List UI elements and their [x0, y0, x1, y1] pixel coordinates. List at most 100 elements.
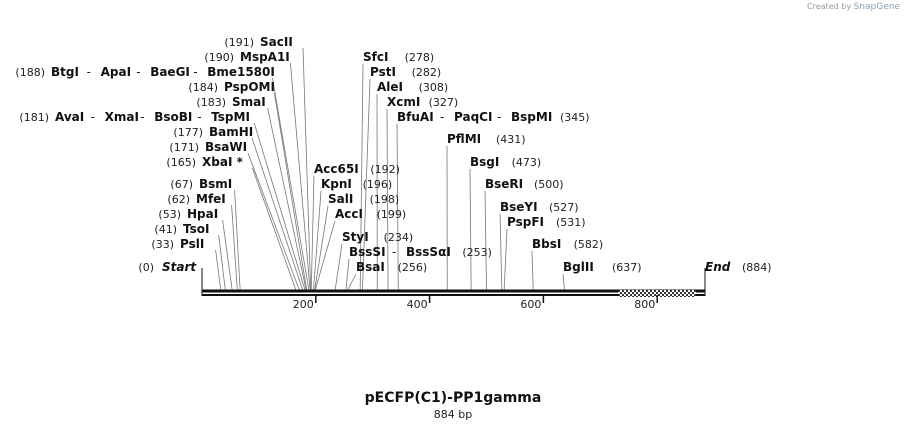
start-position: (0)	[138, 261, 154, 274]
cut-position-acc65i: (192)	[370, 163, 400, 176]
leader-bseyi	[499, 213, 503, 291]
leader-bseri	[484, 190, 487, 291]
leader-bamhi	[251, 137, 304, 291]
cut-position-xcmi: (327)	[429, 96, 459, 109]
cut-position-smai: (183)	[196, 96, 226, 109]
cut-position-pflmi: (431)	[496, 133, 526, 146]
separator: -	[140, 110, 144, 124]
cut-position-alei: (308)	[419, 81, 449, 94]
leader-acc65i	[310, 175, 315, 291]
leader-bbsi	[531, 250, 534, 291]
enzyme-pflmi: PflMI	[447, 132, 481, 146]
enzyme-bfuai: BfuAI	[397, 110, 434, 124]
tick-label-600: 600	[520, 298, 541, 311]
map-title: pECFP(C1)-PP1gamma	[364, 390, 542, 406]
enzyme-apai: ApaI	[101, 65, 131, 79]
cut-position-hpai: (53)	[158, 208, 181, 221]
leader-hpai	[222, 219, 233, 291]
cut-position-bsssi: (253)	[462, 246, 492, 259]
enzyme-psti: PstI	[370, 65, 396, 79]
restriction-map: 200 400 600 800 (0) Start End (884)(191) SacII(…	[15, 35, 771, 311]
cut-position-bseyi: (527)	[549, 201, 579, 214]
snapgene-credit: Created by SnapGene	[807, 2, 900, 12]
leader-xbai	[252, 167, 297, 291]
cut-position-kpni: (196)	[363, 178, 393, 191]
cut-position-xbai: (165)	[166, 156, 196, 169]
enzyme-bspmi: BspMI	[511, 110, 552, 124]
separator: -	[136, 65, 140, 79]
enzyme-bsai: BsaI	[356, 260, 385, 274]
enzyme-sacii: SacII	[260, 35, 293, 49]
enzyme-bseri: BseRI	[485, 177, 523, 191]
cut-position-psli: (33)	[151, 238, 174, 251]
cut-position-bsgi: (473)	[512, 156, 542, 169]
enzyme-mspa1i: MspA1I	[240, 50, 290, 64]
leader-btgi	[272, 77, 310, 291]
enzyme-acci: AccI	[335, 207, 363, 221]
tick-label-800: 800	[634, 298, 655, 311]
start-label: Start	[162, 260, 197, 274]
enzyme-pspfi: PspFI	[507, 215, 544, 229]
cut-position-bbsi: (582)	[574, 238, 604, 251]
enzyme-bbsi: BbsI	[532, 237, 561, 251]
enzyme-sfci: SfcI	[363, 50, 388, 64]
leader-tsoi	[218, 234, 226, 291]
leader-bsmi	[234, 189, 241, 291]
enzyme-bsmi: BsmI	[199, 177, 232, 191]
enzyme-labels: (0) Start End (884) (191) SacII (190) MspA1I (18…	[15, 35, 771, 274]
enzyme-bsssi: BssSI	[349, 245, 386, 259]
cut-position-pspomi: (184)	[188, 81, 218, 94]
enzyme-avai: AvaI	[55, 110, 84, 124]
leader-psli	[215, 249, 222, 291]
enzyme-acc65i: Acc65I	[314, 162, 359, 176]
enzyme-bsobi: BsoBI	[154, 110, 192, 124]
cut-position-mspa1i: (190)	[204, 51, 234, 64]
enzyme-bsawi: BsaWI	[205, 140, 247, 154]
cut-position-bsawi: (171)	[169, 141, 199, 154]
leader-sali	[314, 205, 329, 291]
cut-position-bglii: (637)	[612, 261, 642, 274]
leader-mfei	[231, 204, 238, 291]
enzyme-alei: AleI	[377, 80, 403, 94]
leader-bsssi	[345, 258, 350, 291]
enzyme-kpni: KpnI	[321, 177, 352, 191]
credit-prefix: Created by	[807, 2, 852, 11]
leader-styi	[334, 243, 343, 291]
separator: -	[392, 245, 396, 259]
leader-acci	[314, 220, 336, 291]
dna-backbone: 200 400 600 800	[201, 268, 706, 311]
cut-position-bamhi: (177)	[173, 126, 203, 139]
cut-position-bfuai: (345)	[560, 111, 590, 124]
cut-position-sacii: (191)	[224, 36, 254, 49]
leader-psti	[362, 78, 371, 291]
enzyme-tsoi: TsoI	[183, 222, 209, 236]
enzyme-baegi: BaeGI	[150, 65, 190, 79]
cut-position-styi: (234)	[384, 231, 414, 244]
separator: -	[87, 65, 91, 79]
enzyme-bsgi: BsgI	[470, 155, 499, 169]
tick-label-400: 400	[407, 298, 428, 311]
leader-pspfi	[503, 228, 508, 291]
enzyme-psli: PslI	[180, 237, 204, 251]
separator: -	[440, 110, 444, 124]
enzyme-pspomi: PspOMI	[224, 80, 275, 94]
leader-bfuai	[396, 123, 399, 291]
enzyme-mfei: MfeI	[196, 192, 226, 206]
enzyme-bamhi: BamHI	[209, 125, 253, 139]
cut-position-acci: (199)	[377, 208, 407, 221]
enzyme-smai: SmaI	[232, 95, 266, 109]
separator: -	[197, 110, 201, 124]
enzyme-hpai: HpaI	[187, 207, 218, 221]
tick-label-200: 200	[293, 298, 314, 311]
enzyme-bsss-i: BssSαI	[406, 245, 451, 259]
end-label: End	[705, 260, 731, 274]
enzyme-xbai: XbaI *	[202, 155, 244, 169]
enzyme-styi: StyI	[342, 230, 369, 244]
leader-lines	[215, 47, 565, 291]
cut-position-sfci: (278)	[405, 51, 435, 64]
leader-xcmi	[386, 108, 389, 291]
enzyme-paqci: PaqCI	[454, 110, 492, 124]
enzyme-btgi: BtgI	[51, 65, 79, 79]
cut-position-tsoi: (41)	[154, 223, 177, 236]
cut-position-bsai: (256)	[398, 261, 428, 274]
